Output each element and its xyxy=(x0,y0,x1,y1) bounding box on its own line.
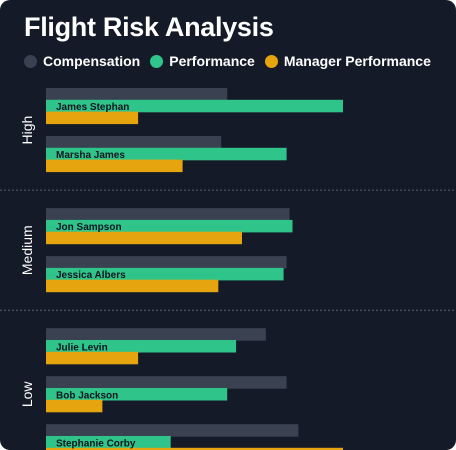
bar-performance xyxy=(46,340,237,353)
legend-swatch xyxy=(264,54,278,68)
bar-compensation xyxy=(46,208,290,221)
bar-compensation xyxy=(46,328,266,341)
legend-swatch xyxy=(150,54,164,68)
bar-compensation xyxy=(46,136,222,149)
bar-performance xyxy=(46,147,287,161)
bar-compensation xyxy=(46,424,299,437)
bar-manager-performance xyxy=(46,351,139,365)
bar-performance xyxy=(46,436,171,449)
person-name-label: Bob Jackson xyxy=(56,390,118,401)
person-name-label: Jon Sampson xyxy=(56,222,122,233)
person-name-label: Julie Levin xyxy=(56,342,108,353)
person-name-label: Jessica Albers xyxy=(56,270,126,281)
person-name-label: Marsha James xyxy=(56,150,125,161)
legend-label: Compensation xyxy=(43,53,141,69)
person-marsha-james: Marsha James xyxy=(46,136,287,173)
bar-manager-performance xyxy=(46,111,139,125)
bar-performance xyxy=(46,219,293,233)
legend-label: Manager Performance xyxy=(283,53,431,69)
person-name-label: Stephanie Corby xyxy=(56,438,136,449)
legend-item-compensation: Compensation xyxy=(24,53,140,69)
bar-performance xyxy=(46,267,284,281)
legend-item-manager-performance: Manager Performance xyxy=(264,53,431,69)
group-label-medium: Medium xyxy=(19,225,35,275)
group-high: James Stephan Marsha James High xyxy=(19,88,343,173)
legend: Compensation Performance Manager Performan… xyxy=(24,52,441,70)
person-jessica-albers: Jessica Albers xyxy=(46,256,287,293)
bar-manager-performance xyxy=(46,399,103,413)
bar-compensation xyxy=(46,376,287,389)
group-low: Julie Levin Bob Jackson Stephanie Corby Low xyxy=(19,328,343,450)
person-bob-jackson: Bob Jackson xyxy=(46,376,287,413)
group-medium: Jon Sampson Jessica Albers Medium xyxy=(19,208,293,293)
person-james-stephan: James Stephan xyxy=(46,88,343,125)
bar-performance xyxy=(46,388,228,401)
bar-compensation xyxy=(46,88,228,101)
group-label-high: High xyxy=(19,116,35,145)
person-jon-sampson: Jon Sampson xyxy=(46,208,293,245)
person-stephanie-corby: Stephanie Corby xyxy=(46,424,343,450)
chart-title: Flight Risk Analysis xyxy=(24,12,274,42)
person-julie-levin: Julie Levin xyxy=(46,328,266,365)
legend-item-performance: Performance xyxy=(150,53,255,69)
bar-manager-performance xyxy=(46,159,183,173)
bar-manager-performance xyxy=(46,447,343,450)
bar-manager-performance xyxy=(46,231,242,245)
bar-compensation xyxy=(46,256,287,269)
person-name-label: James Stephan xyxy=(56,102,129,113)
bar-manager-performance xyxy=(46,279,219,293)
group-label-low: Low xyxy=(19,381,35,408)
bar-performance xyxy=(46,99,343,113)
legend-swatch xyxy=(24,54,37,68)
legend-label: Performance xyxy=(169,53,255,69)
